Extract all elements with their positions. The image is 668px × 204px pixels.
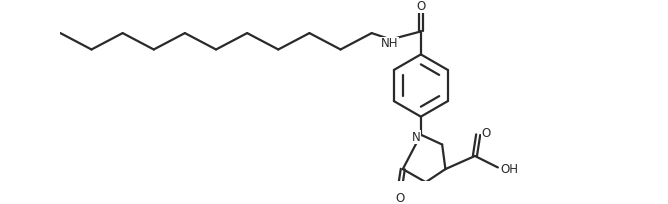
Text: O: O [482, 126, 491, 140]
Text: N: N [411, 131, 420, 144]
Text: OH: OH [500, 163, 518, 176]
Text: O: O [416, 0, 426, 13]
Text: O: O [395, 192, 404, 204]
Text: NH: NH [381, 37, 398, 50]
